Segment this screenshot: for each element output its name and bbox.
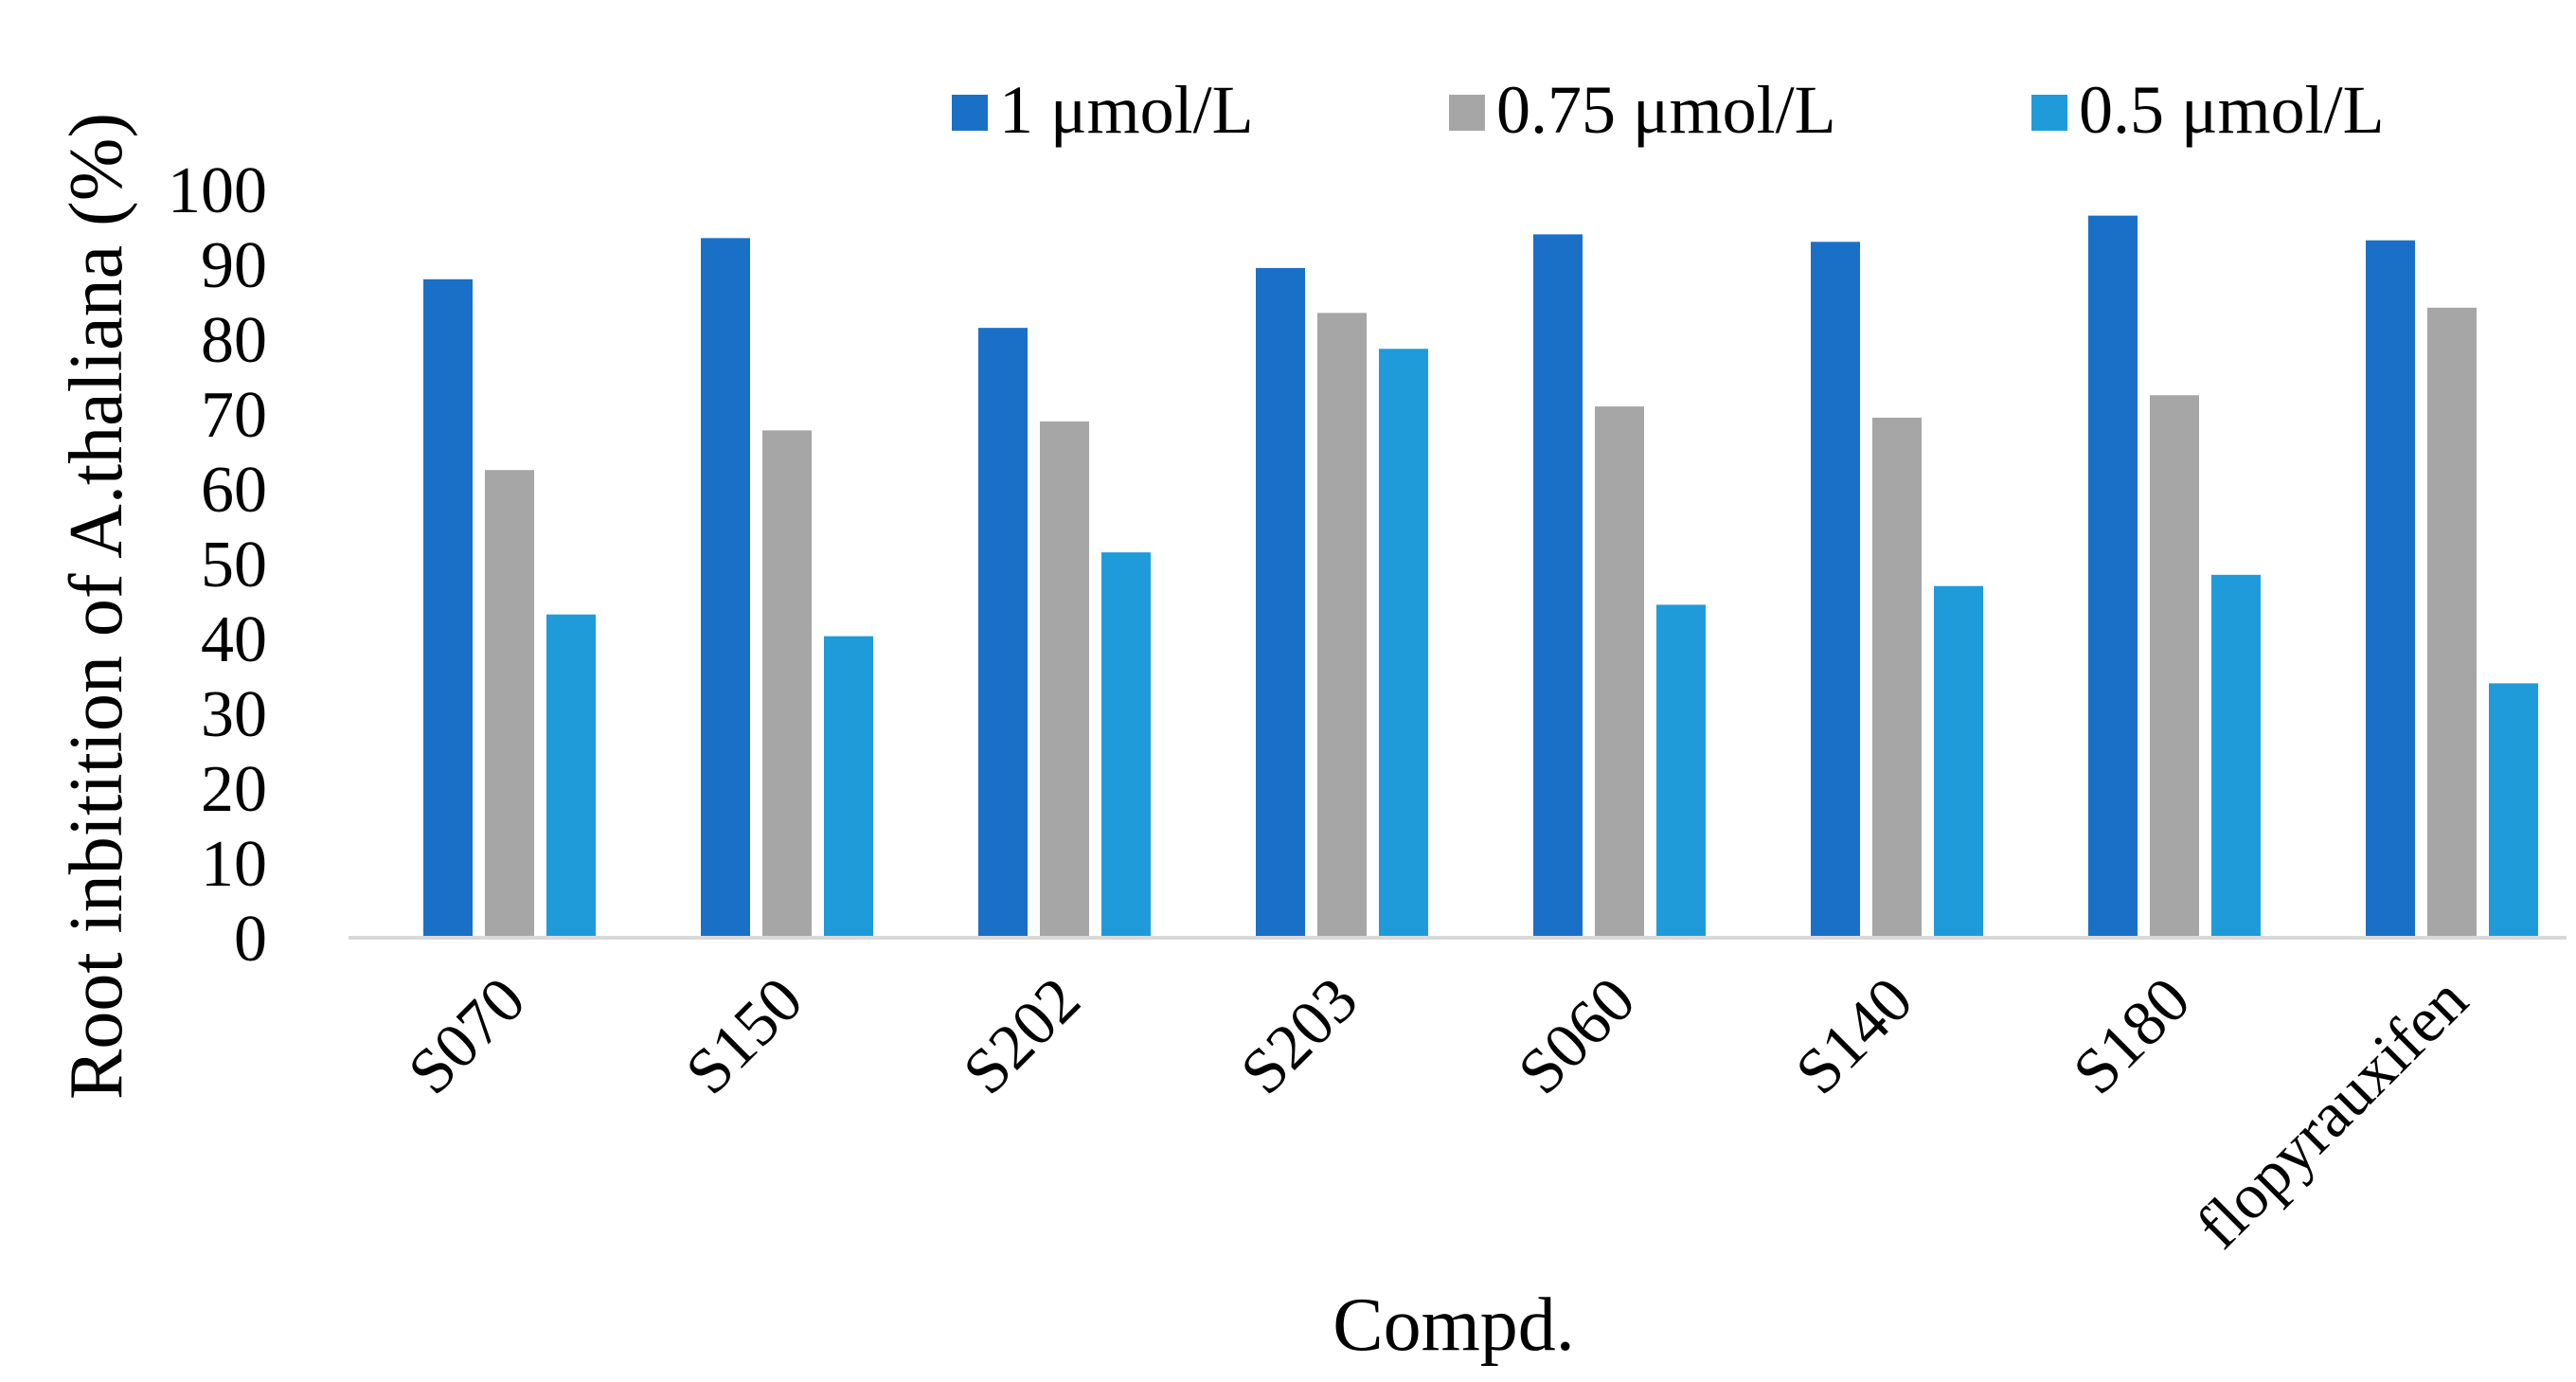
bar	[1101, 552, 1151, 938]
y-tick-label: 40	[201, 603, 267, 676]
y-tick-label: 20	[201, 753, 267, 826]
bar	[485, 470, 534, 938]
y-tick-label: 60	[201, 454, 267, 527]
y-tick-label: 80	[201, 304, 267, 377]
bar	[1256, 267, 1305, 938]
legend-label: 1 μmol/L	[999, 72, 1254, 148]
y-axis-title: Root inbitition of A.thaliana (%)	[55, 113, 138, 1100]
bar	[423, 278, 473, 938]
bar	[1934, 585, 1983, 938]
bar	[1533, 234, 1583, 938]
y-tick-label: 100	[168, 154, 267, 227]
x-tick-label: S070	[394, 963, 539, 1108]
y-tick-label: 50	[201, 529, 267, 601]
x-tick-label: S202	[949, 963, 1094, 1108]
bar	[1811, 242, 1860, 939]
legend: 1 μmol/L 0.75 μmol/L 0.5 μmol/L	[952, 72, 2385, 148]
bar	[2427, 307, 2477, 938]
legend-swatch	[952, 95, 988, 131]
x-axis-title: Compd.	[1333, 1283, 1575, 1367]
bar	[2489, 683, 2538, 938]
legend-label: 0.5 μmol/L	[2079, 72, 2385, 148]
y-tick-label: 10	[201, 828, 267, 901]
bar	[1656, 604, 1706, 938]
x-tick-label: S060	[1504, 963, 1649, 1108]
x-tick-label: flopyrauxifen	[2182, 963, 2480, 1262]
bar	[2088, 215, 2138, 938]
bar	[2366, 240, 2415, 939]
bar	[978, 328, 1028, 938]
y-tick-label: 90	[201, 229, 267, 302]
bar	[1872, 417, 1922, 938]
legend-swatch	[2031, 95, 2067, 131]
bar	[1040, 421, 1089, 938]
x-tick-label: S203	[1226, 963, 1371, 1108]
bar	[546, 614, 596, 938]
y-tick-label: 70	[201, 379, 267, 452]
bar	[2211, 574, 2261, 938]
bars	[423, 215, 2538, 939]
bar	[1317, 313, 1367, 939]
bar	[1379, 349, 1428, 938]
bar	[762, 430, 812, 938]
x-tick-label: S180	[2059, 963, 2204, 1108]
x-axis-categories: S070 S150 S202 S203 S060 S140 S180flopyrauxife…	[394, 963, 2481, 1262]
bar	[2150, 395, 2199, 938]
legend-label: 0.75 μmol/L	[1496, 72, 1836, 148]
y-tick-label: 0	[234, 903, 267, 976]
bar	[701, 238, 750, 939]
x-tick-label: S140	[1781, 963, 1926, 1108]
bar	[824, 636, 873, 938]
legend-swatch	[1449, 95, 1485, 131]
y-tick-label: 30	[201, 678, 267, 751]
x-tick-label: S150	[671, 963, 816, 1108]
bar	[1595, 406, 1644, 939]
